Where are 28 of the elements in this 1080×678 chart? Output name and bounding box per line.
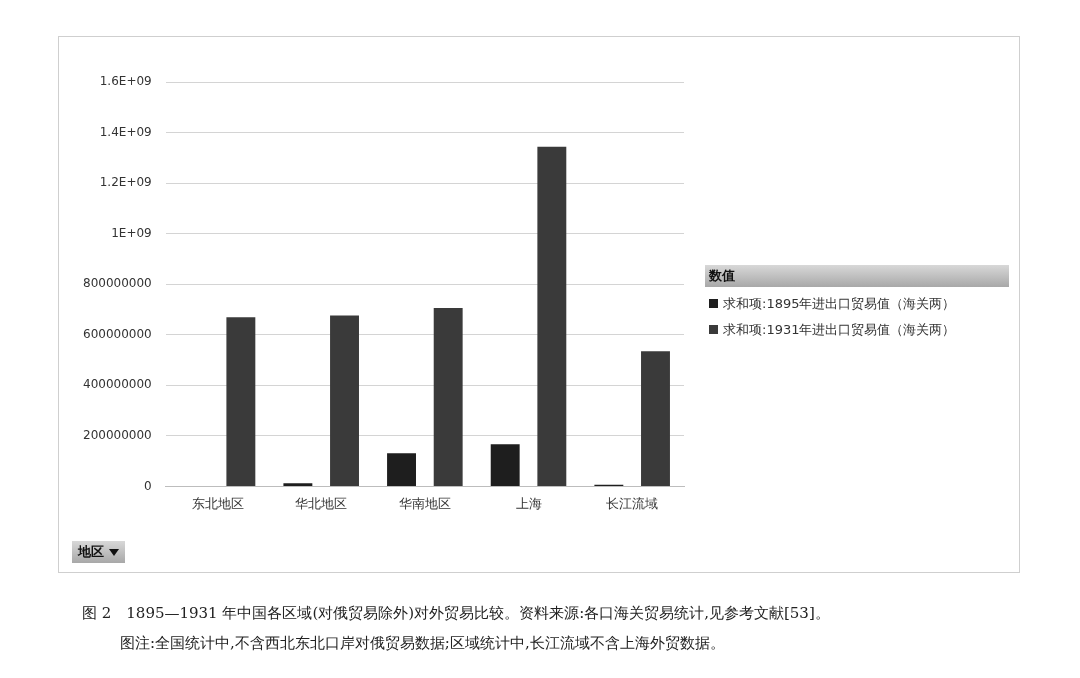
y-tick-label: 1.2E+09 (99, 175, 152, 190)
bar (490, 444, 520, 486)
x-tick-label: 上海 (515, 495, 542, 511)
bar (641, 351, 670, 486)
y-tick-label: 1E+09 (111, 225, 152, 240)
text: 图注:全国统计中,不含西北东北口岸对俄贸易数据;区域统计中,长江流域不含上海外贸数据。 (119, 633, 726, 654)
x-tick-label: 长江流域 (606, 495, 659, 511)
legend-title: 数值 (705, 265, 1009, 287)
x-tick-label: 华北地区 (295, 495, 348, 511)
y-tick-label: 800000000 (82, 276, 152, 291)
legend-label: 求和项:1931年进出口贸易值（海关两） (722, 321, 957, 339)
x-tick-label: 华南地区 (398, 495, 451, 511)
x-tick-label: 东北地区 (191, 495, 244, 511)
y-tick-label: 200000000 (82, 427, 152, 442)
bar (283, 483, 313, 486)
legend-label: 求和项:1895年进出口贸易值（海关两） (722, 295, 957, 313)
bar (433, 307, 463, 486)
y-tick-label: 400000000 (82, 377, 152, 392)
y-tick-label: 1.6E+09 (99, 74, 152, 89)
bar (330, 315, 359, 486)
y-tick-label: 0 (144, 478, 152, 493)
x-axis-title: 地区 (78, 543, 104, 561)
y-tick-label: 600000000 (82, 326, 152, 341)
bar (226, 317, 256, 486)
y-tick-label: 1.4E+09 (99, 124, 152, 139)
bar (537, 146, 567, 486)
caption: 图 2 1895—1931 年中国各区域(对俄贸易除外)对外贸易比较。资料来源:各口海关贸易统计,见参考文献[53]。 (82, 603, 830, 624)
bar (387, 453, 416, 486)
